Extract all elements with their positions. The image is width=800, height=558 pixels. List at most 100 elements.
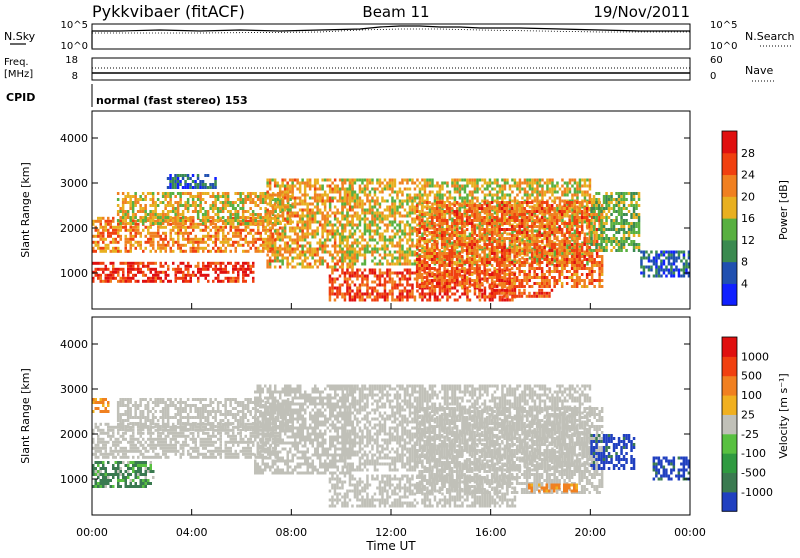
power-echo-cell — [127, 210, 129, 213]
power-echo-cell — [202, 265, 205, 268]
power-echo-cell — [461, 213, 464, 216]
power-echo-cell — [359, 221, 362, 224]
power-echo-cell — [324, 251, 327, 254]
power-echo-cell — [396, 245, 399, 248]
power-echo-cell — [314, 194, 317, 197]
power-echo-cell — [222, 216, 225, 219]
power-echo-cell — [262, 216, 265, 219]
power-echo-cell — [115, 229, 118, 232]
power-echo-cell — [160, 235, 163, 238]
power-echo-cell — [316, 188, 319, 191]
power-echo-cell — [225, 265, 228, 268]
power-echo-cell — [409, 233, 412, 236]
power-echo-cell — [341, 242, 344, 245]
power-echo-cell — [341, 266, 344, 269]
power-echo-cell — [443, 270, 446, 273]
power-echo-cell — [454, 287, 457, 290]
power-echo-cell — [105, 268, 108, 271]
power-echo-cell — [336, 233, 339, 236]
power-echo-cell — [102, 235, 105, 238]
power-echo-cell — [438, 276, 441, 279]
power-echo-cell — [170, 247, 173, 250]
power-echo-cell — [314, 197, 317, 200]
power-echo-cell — [227, 216, 230, 219]
power-echo-cell — [411, 272, 414, 275]
power-echo-cell — [286, 236, 289, 239]
power-echo-cell — [242, 274, 245, 277]
power-echo-cell — [120, 229, 123, 232]
power-echo-cell — [351, 179, 354, 182]
power-echo-cell — [574, 203, 577, 206]
power-echo-cell — [399, 260, 402, 263]
power-echo-cell — [217, 280, 220, 283]
power-echo-cell — [324, 221, 327, 224]
power-echo-cell — [416, 210, 419, 213]
power-echo-cell — [349, 236, 352, 239]
power-echo-cell — [199, 219, 202, 222]
power-echo-cell — [346, 278, 349, 281]
power-echo-cell — [514, 200, 517, 203]
power-echo-cell — [195, 241, 198, 244]
power-echo-cell — [483, 267, 486, 270]
power-echo-cell — [414, 197, 417, 200]
power-echo-cell — [142, 216, 145, 219]
power-echo-cell — [461, 255, 464, 258]
power-echo-cell — [463, 249, 466, 252]
power-echo-cell — [399, 296, 402, 299]
power-echo-cell — [125, 241, 128, 244]
power-echo-cell — [306, 203, 309, 206]
power-echo-cell — [309, 188, 312, 191]
power-echo-cell — [411, 209, 414, 212]
power-echo-cell — [346, 224, 349, 227]
power-echo-cell — [182, 262, 185, 265]
power-echo-cell — [414, 272, 417, 275]
power-echo-cell — [421, 279, 424, 282]
power-echo-cell — [444, 182, 447, 185]
power-echo-cell — [324, 245, 327, 248]
power-echo-cell — [468, 270, 471, 273]
power-echo-cell — [359, 275, 362, 278]
power-echo-cell — [476, 282, 479, 285]
power-echo-cell — [304, 203, 307, 206]
power-echo-cell — [336, 188, 339, 191]
power-echo-cell — [364, 191, 367, 194]
power-echo-cell — [255, 238, 258, 241]
power-echo-cell — [240, 220, 243, 223]
power-echo-cell — [389, 239, 392, 242]
power-echo-cell — [364, 245, 367, 248]
power-echo-cell — [366, 251, 369, 254]
power-echo-cell — [294, 215, 297, 218]
power-echo-cell — [299, 218, 302, 221]
power-echo-cell — [177, 201, 180, 204]
power-echo-cell — [167, 219, 170, 222]
power-echo-cell — [451, 293, 454, 296]
power-echo-cell — [301, 266, 304, 269]
power-echo-cell — [169, 195, 172, 198]
power-echo-cell — [334, 248, 337, 251]
power-echo-cell — [232, 244, 235, 247]
power-echo-cell — [314, 230, 317, 233]
power-echo-cell — [232, 268, 235, 271]
power-echo-cell — [309, 245, 312, 248]
power-echo-cell — [150, 277, 153, 280]
power-echo-cell — [190, 250, 193, 253]
power-echo-cell — [414, 230, 417, 233]
power-echo-cell — [364, 284, 367, 287]
power-echo-cell — [406, 263, 409, 266]
power-echo-cell — [526, 182, 529, 185]
power-echo-cell — [155, 262, 158, 265]
power-echo-cell — [135, 274, 138, 277]
power-echo-cell — [576, 194, 579, 197]
power-echo-cell — [376, 293, 379, 296]
power-echo-cell — [536, 260, 539, 263]
power-echo-cell — [227, 222, 230, 225]
power-echo-cell — [356, 245, 359, 248]
power-echo-cell — [301, 263, 304, 266]
power-echo-cell — [154, 210, 157, 213]
power-echo-cell — [474, 182, 477, 185]
power-echo-cell — [346, 215, 349, 218]
power-echo-cell — [426, 273, 429, 276]
power-echo-cell — [489, 299, 492, 302]
power-echo-cell — [441, 197, 444, 200]
power-echo-cell — [521, 239, 524, 242]
